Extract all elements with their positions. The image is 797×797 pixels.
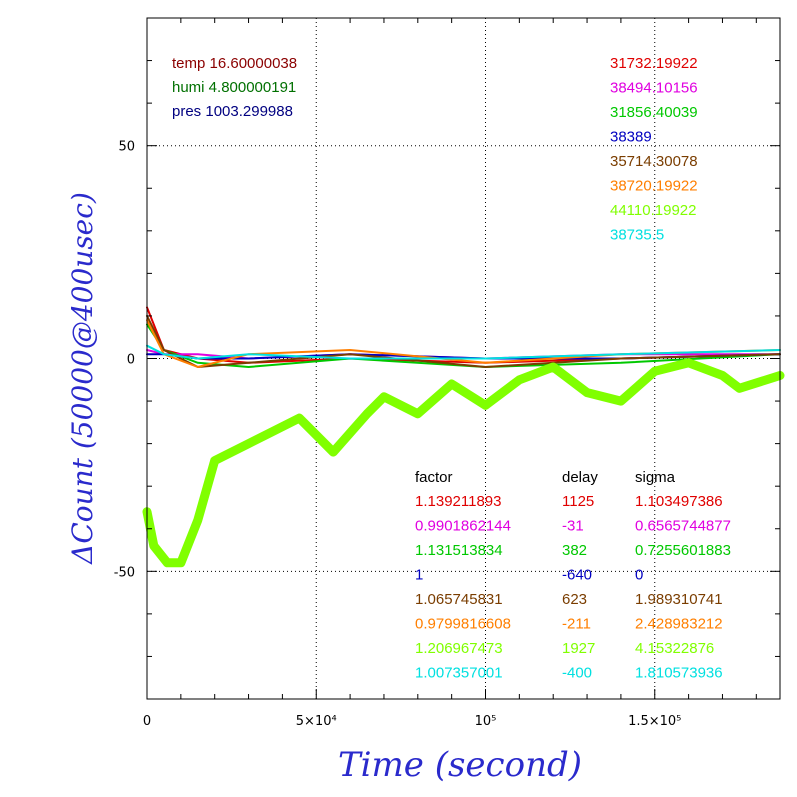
delay-value-6: -211 [562, 616, 591, 633]
series-name-8: 38735.5 [610, 227, 664, 244]
delay-value-3: 382 [562, 542, 587, 559]
series-line-8 [146, 344, 781, 360]
factor-value-3: 1.131513834 [415, 542, 503, 559]
delay-value-5: 623 [562, 591, 587, 608]
series-name-7: 44110.19922 [610, 202, 696, 219]
sigma-value-2: 0.6565744877 [635, 518, 731, 535]
env-label-2: humi 4.800000191 [172, 79, 296, 96]
y-tick-label: 0 [127, 353, 135, 368]
y-tick-label: -50 [114, 565, 135, 580]
factor-value-5: 1.065745831 [415, 591, 503, 608]
x-tick-label: 0 [143, 714, 151, 729]
delay-value-1: 1125 [562, 493, 594, 510]
sigma-value-5: 1.989310741 [635, 591, 723, 608]
axis-ticks: 0 5×10⁴ 10⁵ 1.5×10⁵ 50 0 -50 [114, 18, 780, 729]
x-tick-label: 1.5×10⁵ [628, 714, 681, 729]
factor-value-2: 0.9901862144 [415, 518, 511, 535]
factor-value-4: 1 [415, 567, 423, 584]
sigma-value-3: 0.7255601883 [635, 542, 731, 559]
series-name-5: 35714.30078 [610, 153, 698, 170]
sigma-value-8: 1.810573936 [635, 665, 723, 682]
factor-header: factor [415, 469, 453, 486]
delay-value-8: -400 [562, 665, 592, 682]
series-line-5 [146, 314, 781, 368]
annotations: temp 16.60000038 humi 4.800000191 pres 100… [172, 55, 731, 682]
sigma-value-7: 4.15322876 [635, 640, 714, 657]
series-layer [142, 306, 785, 568]
series-name-6: 38720.19922 [610, 178, 698, 195]
y-tick-label: 50 [118, 140, 135, 155]
series-name-4: 38389 [610, 129, 652, 146]
factor-value-1: 1.139211893 [415, 493, 501, 510]
sigma-value-4: 0 [635, 567, 643, 584]
series-line-7 [142, 358, 785, 568]
factor-value-7: 1.206967473 [415, 640, 503, 657]
x-axis-label: Time (second) [338, 745, 582, 785]
series-name-3: 31856.40039 [610, 104, 698, 121]
sigma-value-1: 1.103497386 [635, 493, 723, 510]
sigma-value-6: 2.428983212 [635, 616, 723, 633]
sigma-header: sigma [635, 469, 676, 486]
series-name-1: 31732.19922 [610, 55, 698, 72]
delay-value-4: -640 [562, 567, 592, 584]
delay-value-7: 1927 [562, 640, 595, 657]
factor-value-8: 1.007357001 [415, 665, 503, 682]
series-name-2: 38494.10156 [610, 80, 698, 97]
y-axis-label: ΔCount (50000@400usec) [66, 192, 99, 565]
delay-value-2: -31 [562, 518, 584, 535]
env-label-1: temp 16.60000038 [172, 55, 297, 72]
x-tick-label: 5×10⁴ [296, 714, 337, 729]
delay-header: delay [562, 469, 598, 486]
x-tick-label: 10⁵ [475, 714, 497, 729]
factor-value-6: 0.9799816608 [415, 616, 511, 633]
env-label-3: pres 1003.299988 [172, 103, 293, 120]
